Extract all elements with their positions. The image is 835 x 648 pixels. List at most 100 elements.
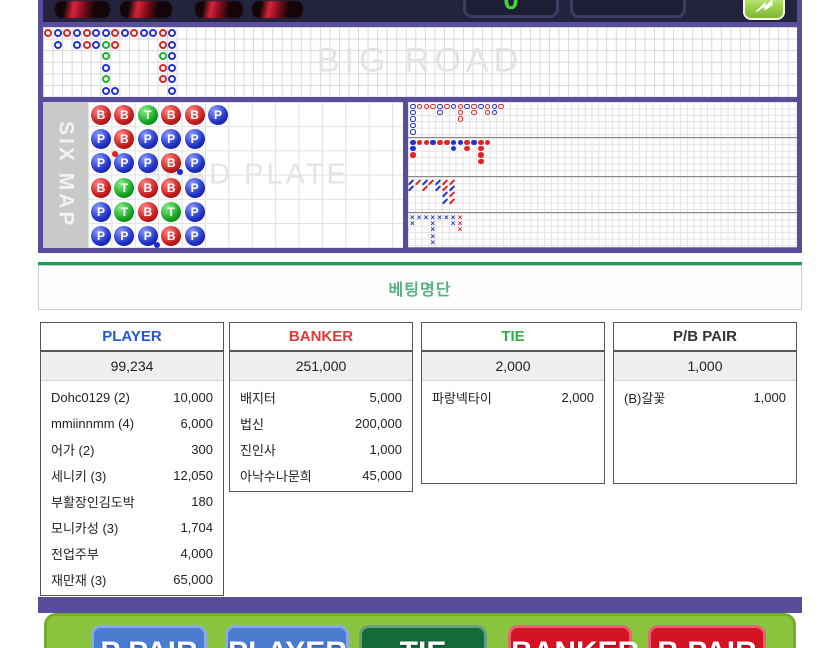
bet-row: 재만재 (3) 65,000 [41,566,223,592]
bet-amount: 12,050 [173,467,213,483]
road-mark: × [430,218,436,228]
road-mark [101,52,110,61]
road-mark: × [430,225,436,235]
bead-p: P [112,151,135,174]
bet-row: 법신 200,000 [230,410,412,436]
bettor-name: 재만재 (3) [51,572,107,588]
road-mark [423,103,430,109]
road-mark [416,103,423,109]
bet-amount: 200,000 [355,415,402,431]
big-road-watermark: BIG ROAD [316,41,524,80]
road-mark [158,52,167,61]
pair-dot [112,151,119,158]
road-mark [491,109,498,116]
card-back [195,1,243,18]
road-mark [421,185,429,192]
bet-row: 모니카성 (3) 1,704 [41,514,223,540]
bead-b: B [114,105,135,125]
pair-dot [153,242,160,248]
bet-row: 어가 (2) 300 [41,436,223,462]
bettor-name: 아낙수나문희 [240,468,312,484]
bead-b: B [114,129,135,150]
card-back [55,1,110,18]
bet-amount: 45,000 [362,467,402,483]
road-mark [120,29,129,37]
road-mark [63,29,72,37]
road-mark [448,178,456,186]
road-mark: × [450,218,456,228]
road-mark [478,158,484,165]
road-mark [437,139,443,145]
bet-row: 배지터 5,000 [230,384,412,410]
road-mark [450,139,457,145]
bet-button-player[interactable]: PLAYER [225,625,349,648]
bet-amount: 65,000 [173,571,213,587]
bead-p: P [184,177,205,198]
road-mark [101,87,110,95]
bet-amount: 300 [191,441,213,457]
bet-button-banker[interactable]: BANKER [508,625,639,648]
road-mark [410,139,416,145]
bet-row: 전업주부 4,000 [41,540,223,566]
bet-button-tie[interactable]: TIE [359,625,487,648]
bead-p: P [161,129,182,150]
road-mark: × [437,213,442,222]
bet-table-total: 1,000 [614,352,796,381]
bet-amount: 180 [191,493,213,509]
sound-button[interactable] [743,0,785,20]
road-mark [471,139,477,145]
road-mark [416,139,423,145]
road-mark: × [430,238,436,248]
road-mark [410,109,416,116]
road-mark [111,87,120,95]
road-mark [484,109,491,116]
road-mark [168,52,177,61]
road-mark [430,139,436,145]
road-mark [435,185,442,192]
road-mark [444,103,450,109]
road-mark [441,178,449,186]
road-mark: × [416,213,422,222]
road-mark [158,29,167,37]
bead-p: P [91,153,111,174]
bet-amount: 2,000 [561,389,594,405]
round-counter-box: 0 [463,0,559,18]
bead-b: B [184,105,205,125]
bet-amount: 10,000 [173,389,213,405]
road-mark [450,145,457,152]
road-mark [168,29,177,37]
road-mark [498,103,504,109]
road-strip-big-eye [408,102,797,138]
bettor-name: Dohc0129 (2) [51,389,130,405]
big-road-panel: BIG ROAD [38,22,802,102]
bet-button-p-pair[interactable]: P PAIR [91,625,207,648]
road-mark [464,145,470,152]
road-mark [423,139,430,145]
bet-table-title: TIE [422,323,604,352]
road-mark [408,185,415,192]
pair-dot [177,169,184,176]
road-mark [410,152,416,158]
road-mark [441,185,449,192]
road-mark [410,122,416,129]
road-mark [437,103,443,109]
bead-p: P [91,129,111,150]
bet-row: 파랑넥타이 2,000 [422,384,604,410]
bet-button-b-pair[interactable]: B PAIR [648,625,766,648]
bead-p: P [184,201,205,222]
road-mark [130,29,139,37]
road-mark [464,103,470,109]
bettor-name: 법신 [240,416,264,432]
road-mark [111,40,120,49]
bet-table-total: 2,000 [422,352,604,381]
road-mark [471,109,477,116]
road-mark: × [410,218,415,228]
bet-button-panel: P PAIR PLAYER TIE BANKER B PAIR [44,613,796,648]
road-mark [478,152,484,158]
road-mark: × [457,213,463,222]
bead-t: T [114,177,135,198]
bet-table-title: BANKER [230,323,412,352]
bead-b: B [161,226,182,246]
bet-table-banker: BANKER 251,000 배지터 5,000 법신 200,000 진인사 1,000 아낙… [229,322,413,492]
bettor-name: (B)갈꽃 [624,390,666,406]
